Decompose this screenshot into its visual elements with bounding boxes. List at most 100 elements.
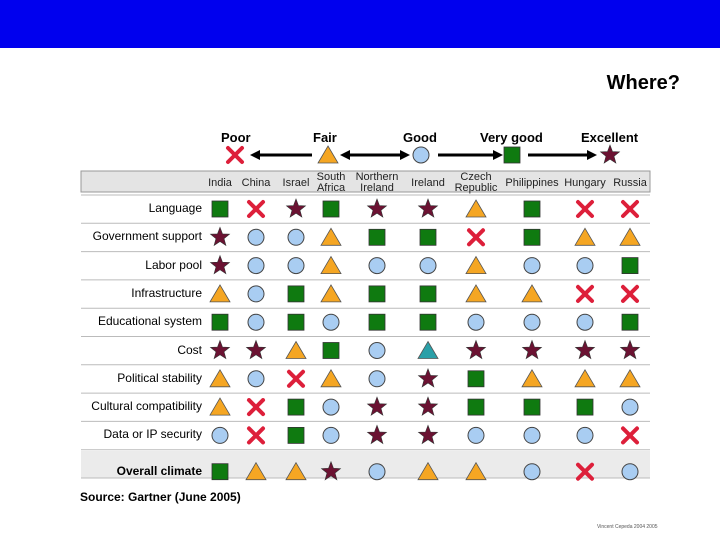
rating-x-icon [621,426,639,445]
overall-band [81,451,650,478]
rating-triangle-icon [465,255,487,275]
rating-star-icon [417,198,439,218]
rating-triangle-icon [245,461,267,481]
rating-square-icon [467,398,485,416]
rating-square-icon [322,200,340,218]
scale-x-icon [226,146,244,164]
country-name: India [208,177,232,189]
rating-star-icon [320,460,342,481]
rating-triangle-icon [521,369,543,388]
country-name: Ireland [360,182,394,194]
rating-circle-icon [419,257,437,275]
criterion-label: Infrastructure [131,285,202,300]
rating-star-icon [521,339,543,360]
rating-square-icon [523,228,541,246]
rating-x-icon [576,284,594,303]
scale-label-poor: Poor [221,130,251,145]
scale-arrowhead-right [493,150,503,160]
rating-triangle-icon [521,284,543,303]
country-name: Hungary [564,177,606,189]
scale-label-excellent: Excellent [581,130,639,145]
country-name: Russia [613,177,647,189]
criterion-label: Educational system [97,314,202,329]
rating-circle-icon [247,285,265,303]
rating-circle-icon [523,313,541,331]
rating-circle-icon [523,463,541,481]
country-name: China [241,177,271,189]
footer-credit: Vincent Cepeda 2004 2005 [597,524,658,530]
rating-triangle-icon [320,369,342,388]
rating-square-icon [322,342,340,359]
rating-triangle-icon [209,369,231,388]
rating-circle-icon [322,426,340,444]
country-name: Republic [454,182,498,194]
rating-circle-icon [621,398,639,416]
country-name: Israel [282,177,310,189]
scale-arrowhead-far-right [587,150,597,160]
rating-circle-icon [523,426,541,444]
rating-star-icon [366,396,388,416]
scale-arrowhead-mid-left [340,150,350,160]
rating-triangle-icon [619,227,641,246]
rating-star-icon [366,424,388,445]
scale-triangle-icon [317,145,339,164]
rating-star-icon [209,226,231,247]
rating-square-icon [368,285,386,303]
rating-triangle-icon [320,284,342,303]
rating-star-icon [209,339,231,360]
rating-circle-icon [621,463,639,481]
rating-circle-icon [287,257,305,275]
rating-triangle-icon [320,227,342,246]
rating-triangle-icon [465,284,487,303]
rating-triangle-icon [285,340,307,359]
country-header-band [80,170,651,193]
scale-circle-icon [412,146,430,164]
scale-arrowhead-left [250,150,260,160]
rating-triangle-icon [465,461,487,481]
criterion-label: Labor pool [145,257,202,272]
country-header: Northern Ireland [352,172,402,194]
rating-star-icon [245,339,267,360]
scale-square-icon [503,146,521,164]
scale-label-good: Good [403,130,437,145]
country-name: Ireland [411,177,445,189]
country-name: Northern [355,171,399,183]
rating-triangle-icon [209,284,231,303]
rating-square-icon [287,313,305,331]
rating-square-icon [576,398,594,416]
rating-x-icon [576,200,594,218]
criterion-label: Language [148,201,202,215]
criterion-label: Political stability [117,370,202,385]
rating-square-icon [287,398,305,416]
rating-circle-icon [287,228,305,246]
rating-circle-icon [247,228,265,246]
rating-square-icon [523,200,541,218]
country-header: South Africa [306,172,356,194]
rating-circle-icon [247,370,265,388]
rating-x-icon [247,426,265,445]
criterion-label: Cultural compatibility [91,399,202,414]
rating-circle-icon [322,313,340,331]
rating-square-icon [419,285,437,303]
page-title: Where? [606,72,680,94]
country-name: Czech [460,171,492,183]
country-header: Philippines [502,178,562,189]
rating-star-icon [285,198,307,218]
rating-circle-icon [576,313,594,331]
rating-star-icon [574,339,596,360]
rating-x-icon [247,200,265,218]
rating-circle-icon [523,257,541,275]
rating-circle-icon [368,257,386,275]
rating-circle-icon [247,257,265,275]
country-name: Philippines [505,177,559,189]
rating-triangle-icon [320,255,342,275]
scale-arrowhead-mid-right [400,150,410,160]
criterion-label: Government support [92,229,202,244]
rating-circle-icon [467,426,485,444]
source-note: Source: Gartner (June 2005) [80,490,241,504]
rating-square-icon [211,200,229,218]
rating-circle-icon [368,463,386,481]
country-header: Israel [266,178,326,189]
rating-square-icon [419,313,437,331]
